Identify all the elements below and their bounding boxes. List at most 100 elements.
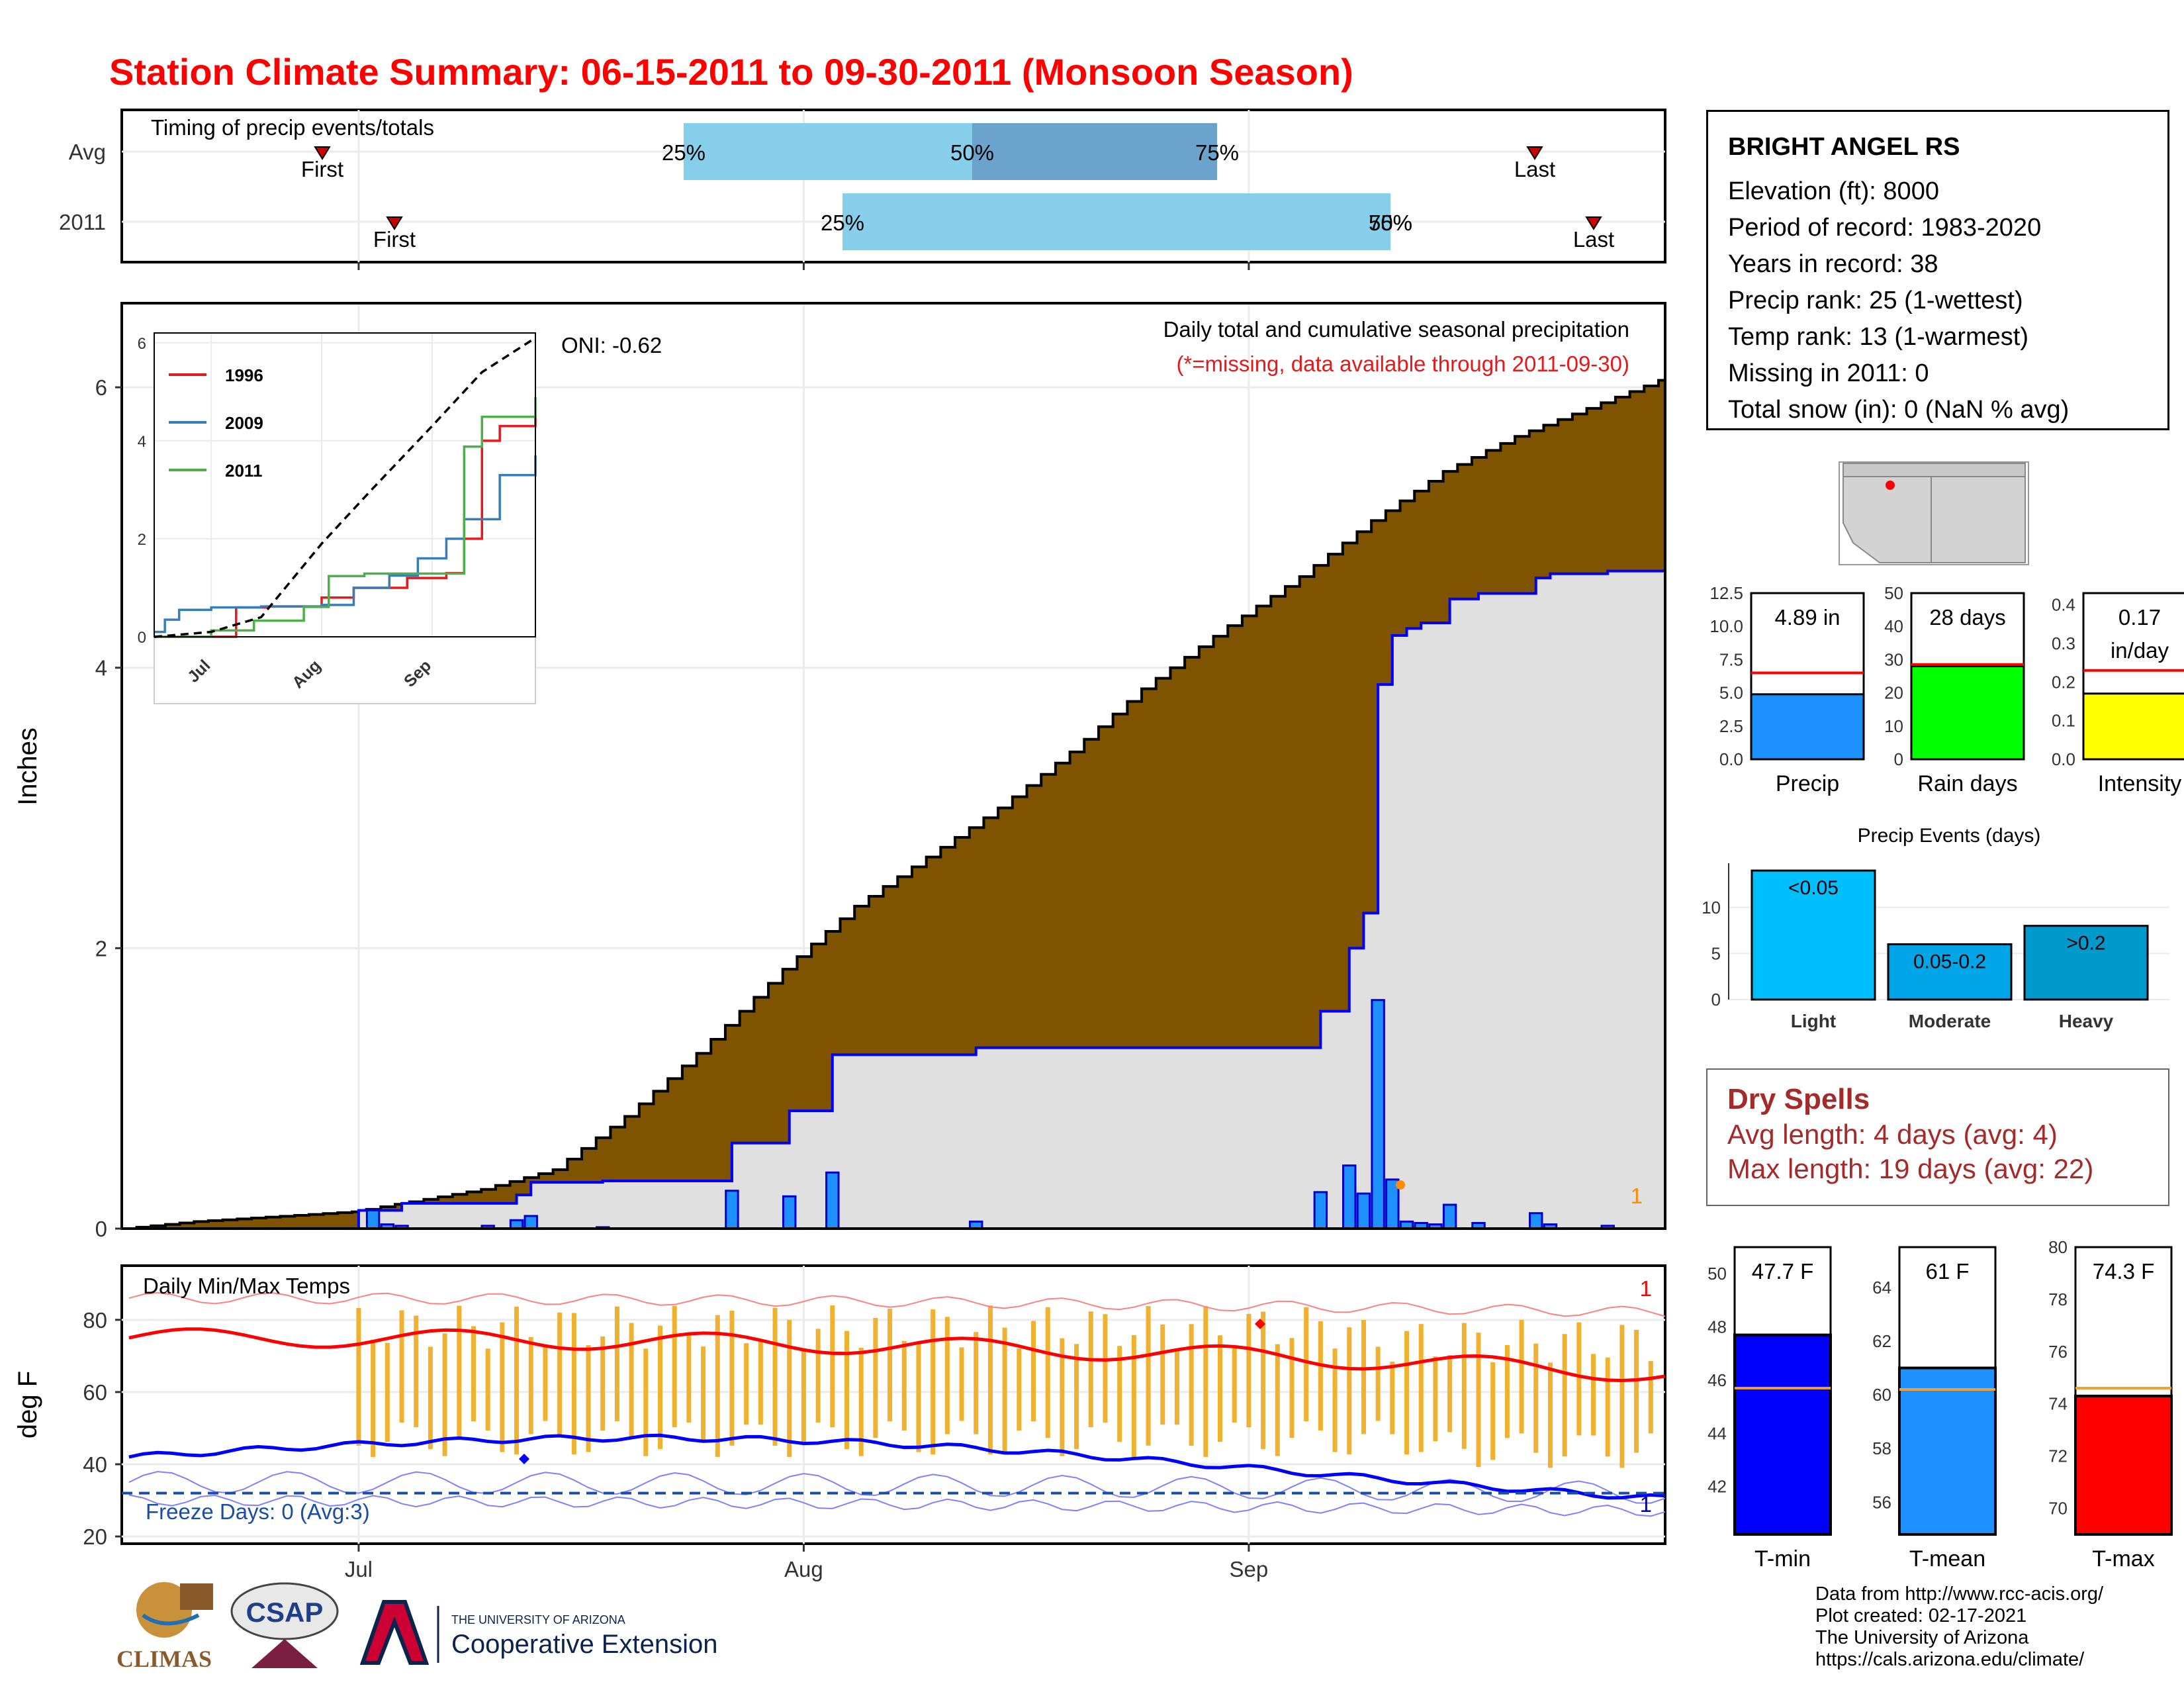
daily-temp-bar <box>1289 1338 1295 1438</box>
mini-bar-tick-label: 0.4 <box>2052 595 2075 615</box>
temp-bar-tick-label: 70 <box>2048 1499 2068 1519</box>
daily-temp-bar <box>672 1305 677 1428</box>
daily-temp-bar <box>1404 1331 1410 1455</box>
precip-missing-note: (*=missing, data available through 2011-… <box>1176 352 1629 376</box>
temp-ytick-label: 40 <box>83 1452 107 1477</box>
temp-bar-tick-label: 50 <box>1707 1264 1727 1284</box>
dry-spells-avg: Avg length: 4 days (avg: 4) <box>1727 1119 2058 1150</box>
daily-temp-bar <box>744 1343 749 1425</box>
csap-logo: CSAP <box>230 1582 339 1668</box>
daily-temp-bar <box>1605 1357 1610 1457</box>
temp-bar-tick-label: 56 <box>1872 1492 1891 1512</box>
daily-temp-bar <box>901 1340 907 1431</box>
daily-temp-bar <box>1619 1325 1625 1468</box>
precip-title: Daily total and cumulative seasonal prec… <box>1163 317 1629 342</box>
events-category-label: Light <box>1791 1011 1836 1031</box>
y2011-pct25: 25% <box>821 211 864 235</box>
climas-text: CLIMAS <box>116 1646 212 1672</box>
climas-logo: CLIMAS <box>116 1582 213 1672</box>
daily-temp-bar <box>1088 1311 1093 1428</box>
mini-bar-rain-days: 0 10 20 30 40 50 28 days Rain days <box>1884 583 2025 796</box>
record-min-line <box>128 1471 1666 1504</box>
station-name: BRIGHT ANGEL RS <box>1728 133 1960 161</box>
y2011-first-label: First <box>373 227 416 252</box>
freeze-days: Freeze Days: 0 (Avg:3) <box>146 1499 370 1524</box>
events-tick-label: 5 <box>1711 943 1721 963</box>
daily-temp-bar <box>686 1334 692 1423</box>
temp-bar-value <box>2074 1394 2173 1536</box>
daily-temp-bar <box>399 1310 404 1423</box>
temp-ylabel: deg F <box>13 1371 42 1438</box>
temp-bar-tick-label: 76 <box>2048 1342 2068 1362</box>
temp-count-top: 1 <box>1640 1276 1652 1301</box>
daily-temp-bar <box>701 1346 706 1442</box>
mini-bar-charts: 0.0 2.5 5.0 7.5 10.0 12.5 4.89 in Precip 0 10 20 30… <box>1709 583 2184 796</box>
precip-panel: 0 2 4 6 Inches Daily total and cumulative s… <box>13 302 1666 1241</box>
credit-line4: https://cals.arizona.edu/climate/ <box>1815 1649 2085 1670</box>
daily-temp-bar <box>1189 1324 1194 1446</box>
daily-temp-bar <box>428 1346 433 1450</box>
x-tick-label: Jul <box>345 1557 373 1581</box>
daily-temp-bar <box>887 1309 893 1422</box>
precip-events-chart: Precip Events (days) 0 5 10 <0.05 Light 0.05-0… <box>1702 825 2169 1031</box>
daily-temp-bar <box>1031 1321 1036 1422</box>
daily-temp-bar <box>1304 1307 1309 1422</box>
inset-ytick-label: 4 <box>138 433 146 451</box>
daily-temp-bar <box>1103 1314 1108 1423</box>
daily-temp-bar <box>1261 1311 1266 1450</box>
daily-precip-bar <box>1442 1203 1457 1230</box>
temp-ytick-label: 60 <box>83 1380 107 1405</box>
daily-temp-bar <box>1591 1354 1596 1436</box>
station-missing: Missing in 2011: 0 <box>1728 359 1929 387</box>
ua-line2: Cooperative Extension <box>451 1630 717 1659</box>
mini-bar-caption: Intensity <box>2098 771 2182 796</box>
precip-corner-count: 1 <box>1631 1184 1643 1208</box>
precip-ytick-label: 2 <box>95 936 107 961</box>
daily-temp-bar <box>787 1319 792 1457</box>
precip-frame <box>120 302 1666 1230</box>
daily-temp-bar <box>944 1317 950 1434</box>
daily-temp-bar <box>1476 1333 1481 1468</box>
daily-temp-bar <box>1017 1348 1022 1430</box>
events-tick-label: 10 <box>1702 898 1721 917</box>
inset-ytick-label: 6 <box>138 335 146 353</box>
daily-temp-bar <box>1519 1319 1524 1434</box>
station-location-dot <box>1886 481 1895 490</box>
temp-title: Daily Min/Max Temps <box>143 1274 350 1298</box>
daily-temp-bar <box>1246 1313 1251 1428</box>
avg-first-label: First <box>301 157 343 181</box>
daily-temp-bar <box>858 1347 864 1456</box>
daily-temp-bar <box>758 1339 763 1425</box>
mini-bar-value-label: 0.17 <box>2118 605 2161 630</box>
daily-precip-bar <box>365 1209 381 1230</box>
mini-bar-tick-label: 50 <box>1884 583 1903 603</box>
daily-temp-bar <box>543 1344 548 1421</box>
precip-max-marker <box>1396 1180 1405 1190</box>
daily-temp-bar <box>844 1331 849 1450</box>
temp-bar-tick-label: 78 <box>2048 1289 2068 1309</box>
y2011-iqr <box>842 193 1390 250</box>
mini-bar-value <box>2082 692 2184 761</box>
station-temp-rank: Temp rank: 13 (1-warmest) <box>1728 323 2029 351</box>
daily-precip-bar <box>523 1215 538 1230</box>
mini-bar-caption: Precip <box>1776 771 1839 796</box>
avg-max-line <box>128 1327 1666 1382</box>
daily-temp-bar <box>1218 1335 1223 1442</box>
daily-temp-bar <box>1332 1348 1338 1452</box>
mini-bar-tick-label: 20 <box>1884 683 1903 703</box>
dry-spells-max: Max length: 19 days (avg: 22) <box>1727 1153 2094 1184</box>
daily-temp-bar <box>657 1325 662 1450</box>
cumulative-avg-area <box>122 379 1666 1230</box>
mini-bar-precip: 0.0 2.5 5.0 7.5 10.0 12.5 4.89 in Precip <box>1709 583 1865 796</box>
csap-text: CSAP <box>246 1597 324 1628</box>
daily-precip-bar <box>825 1171 840 1230</box>
daily-temp-bar <box>772 1307 778 1446</box>
mini-bar-value <box>1750 693 1865 761</box>
daily-temp-bar <box>1203 1306 1208 1457</box>
page-title: Station Climate Summary: 06-15-2011 to 0… <box>109 51 1353 93</box>
precip-ytick-label: 4 <box>95 656 107 680</box>
temp-bar-value-label: 74.3 F <box>2093 1259 2155 1284</box>
daily-temp-bar <box>629 1323 634 1438</box>
